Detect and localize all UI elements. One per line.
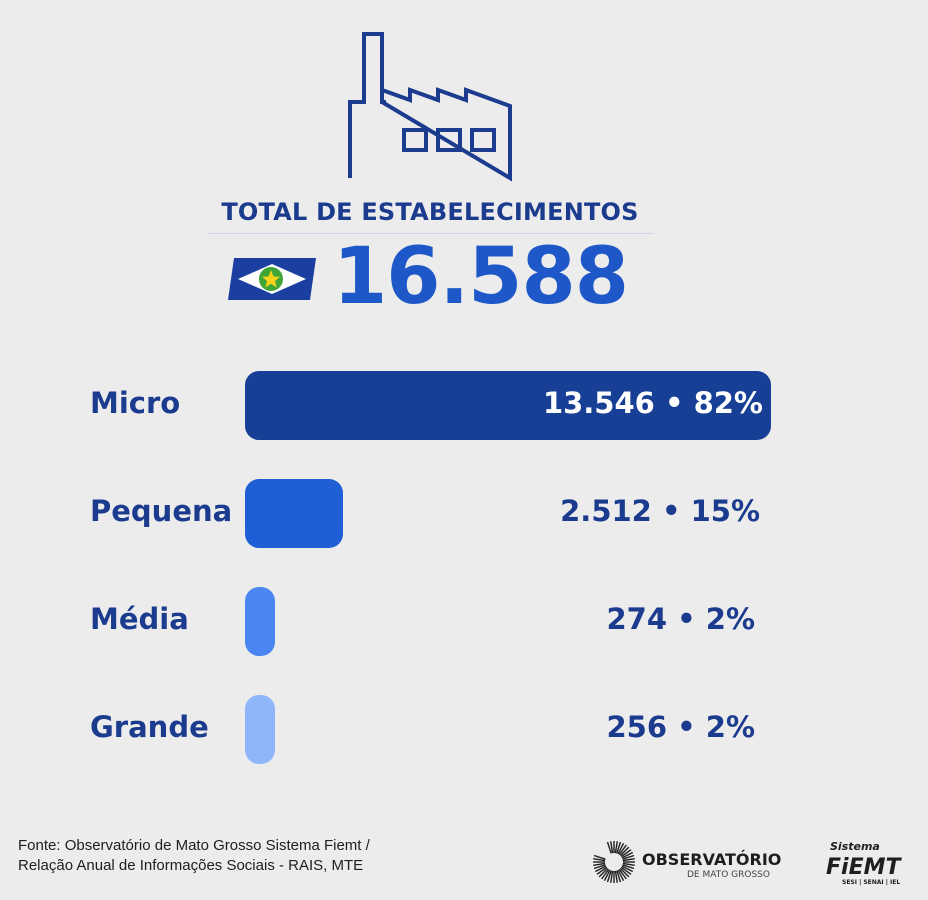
total-title: TOTAL DE ESTABELECIMENTOS <box>221 198 639 226</box>
svg-text:SESI | SENAI | IEL: SESI | SENAI | IEL <box>842 879 900 886</box>
svg-text:DE MATO GROSSO: DE MATO GROSSO <box>687 870 770 880</box>
logo-ray <box>616 870 622 883</box>
logo-ray <box>621 865 634 873</box>
logo-ray <box>618 868 627 880</box>
logo-ray <box>601 868 610 880</box>
bar-pequena <box>245 479 343 548</box>
source-line-1: Fonte: Observatório de Mato Grosso Siste… <box>18 837 370 854</box>
source-note: Fonte: Observatório de Mato Grosso Siste… <box>18 836 370 876</box>
logo-ray <box>618 844 627 856</box>
value-label-media: 274 • 2% <box>606 602 756 636</box>
total-value: 16.588 <box>333 232 629 322</box>
logo-ray <box>620 849 632 858</box>
logo-ray <box>622 854 635 860</box>
logo-ray <box>614 870 618 883</box>
logo-ray <box>622 864 635 870</box>
logo-ray <box>593 862 606 866</box>
logo-ray <box>598 867 609 878</box>
category-label-media: Média <box>90 602 189 636</box>
category-label-pequena: Pequena <box>90 494 233 528</box>
bar-grande <box>245 695 275 764</box>
logo-ray <box>622 858 635 862</box>
logo-ray <box>619 867 630 878</box>
logo-ray <box>616 841 622 854</box>
value-label-pequena: 2.512 • 15% <box>560 494 760 528</box>
logo-ray <box>596 866 608 875</box>
logo-ray <box>593 854 606 860</box>
bar-micro <box>245 371 771 440</box>
logo-ray <box>606 841 612 854</box>
svg-text:OBSERVATÓRIO: OBSERVATÓRIO <box>642 850 781 869</box>
mato-grosso-flag-icon <box>228 258 316 300</box>
value-label-grande: 256 • 2% <box>606 710 756 744</box>
observatorio-logo: /* rays drawn below */ OBSERVATÓRIO DE M… <box>593 841 781 883</box>
logo-ray <box>594 865 607 873</box>
logo-ray <box>617 869 625 882</box>
logo-ray <box>593 864 606 870</box>
fiemt-logo: Sistema FiEMT SESI | SENAI | IEL <box>826 840 902 886</box>
logo-ray <box>610 870 614 883</box>
bar-media <box>245 587 275 656</box>
logo-ray <box>617 842 625 855</box>
logo-ray <box>593 858 606 862</box>
source-line-2: Relação Anual de Informações Sociais - R… <box>18 857 364 874</box>
divider <box>207 233 653 234</box>
svg-text:FiEMT: FiEMT <box>826 855 902 880</box>
category-label-micro: Micro <box>90 386 181 420</box>
logo-ray <box>614 841 618 854</box>
logo-ray <box>621 851 634 859</box>
logo-ray <box>606 870 612 883</box>
svg-text:Sistema: Sistema <box>830 840 880 853</box>
logo-ray <box>610 841 614 854</box>
value-label-micro: 13.546 • 82% <box>542 386 763 420</box>
logo-ray <box>619 846 630 857</box>
logo-ray <box>603 869 611 882</box>
logo-ray <box>620 866 632 875</box>
logo-ray <box>622 862 635 866</box>
factory-icon <box>348 32 512 182</box>
category-label-grande: Grande <box>90 710 209 744</box>
